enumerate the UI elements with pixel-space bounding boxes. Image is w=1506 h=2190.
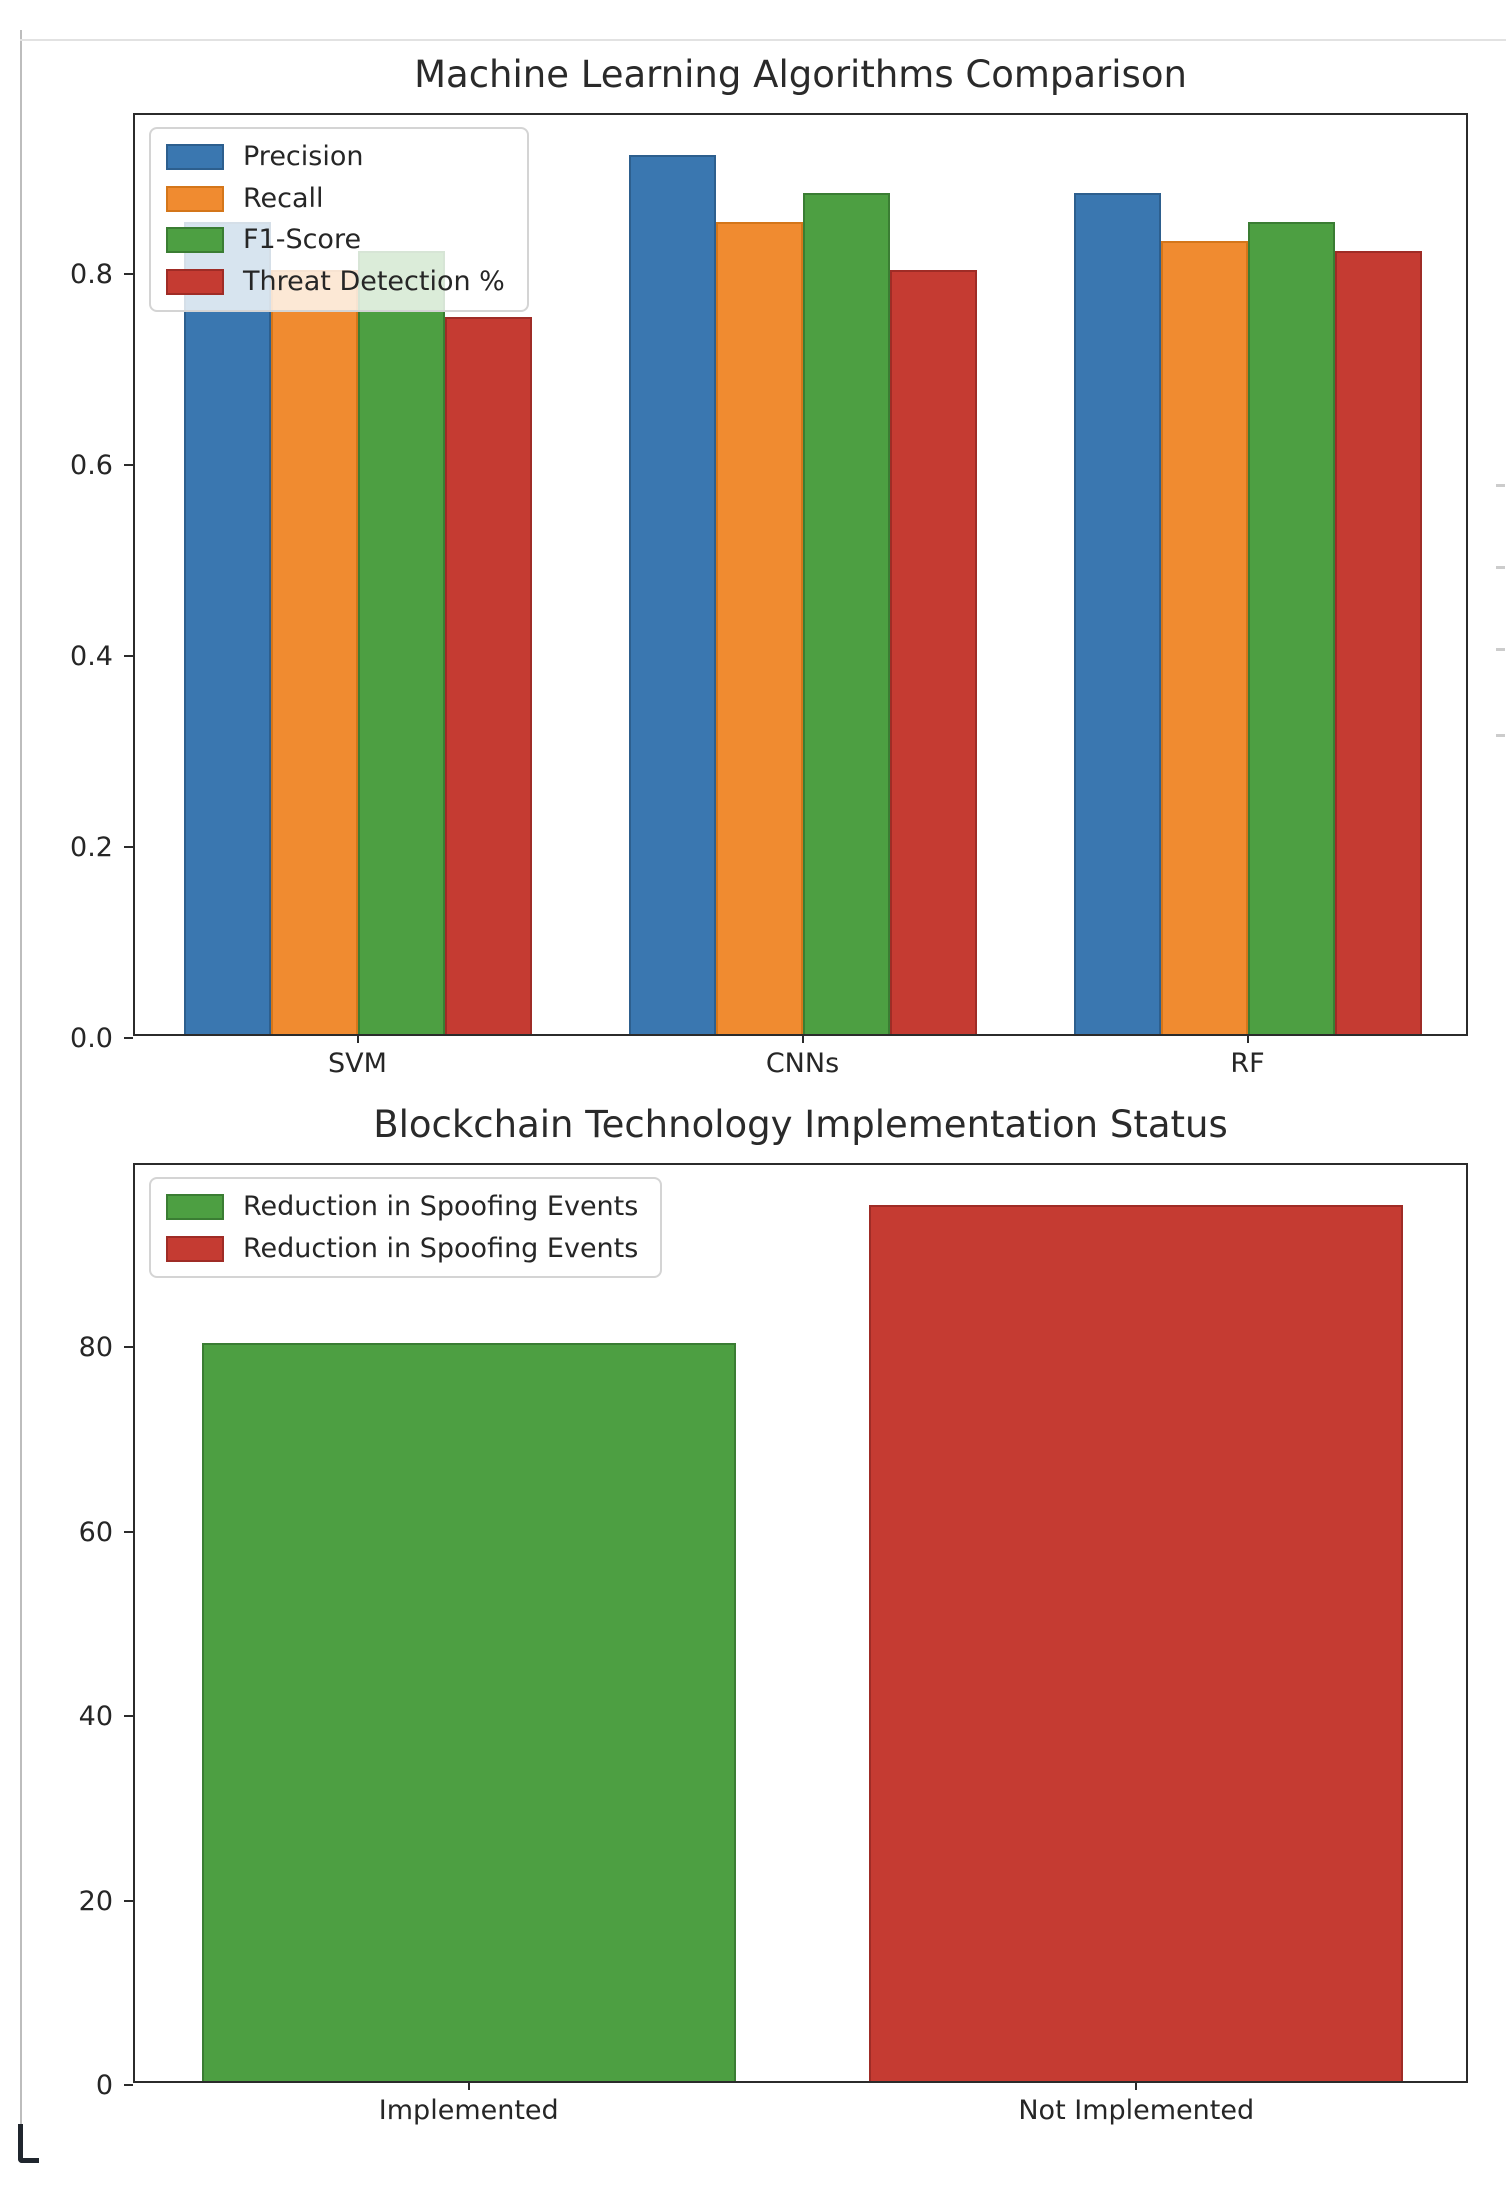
legend-item: Precision [166, 142, 505, 172]
bar-Not Implemented [869, 1204, 1404, 2081]
y-tick-label: 0.0 [70, 1023, 113, 1054]
bar-SVM-F1-Score [357, 250, 445, 1034]
x-tick-label: Not Implemented [1018, 2095, 1255, 2126]
legend-label: Recall [243, 182, 324, 214]
legend-label: Reduction in Spoofing Events [243, 1191, 639, 1222]
y-tick-mark [124, 2084, 133, 2086]
x-tick-mark [801, 1034, 804, 1043]
legend-swatch [166, 1235, 224, 1262]
y-tick-label: 80 [78, 1332, 113, 1364]
page-corner-mark [18, 2124, 39, 2163]
legend-swatch [166, 268, 224, 295]
plot-area: 0.0 0.2 0.4 0.6 0.8 SVM CNNs RF Precision Recall F… [70, 113, 1468, 1077]
y-tick-label: 0.8 [70, 258, 113, 290]
y-tick-label: 0.6 [70, 449, 113, 481]
legend: Precision Recall F1-Score Threat Detection … [149, 127, 529, 312]
x-tick-label: RF [1230, 1048, 1265, 1079]
cropped-tick-mark [1496, 734, 1505, 737]
legend-swatch [166, 185, 224, 212]
legend-label: F1-Score [243, 224, 362, 256]
legend-label: Precision [243, 141, 364, 172]
page-border-left [20, 30, 22, 2156]
y-tick-mark [124, 463, 133, 466]
bar-CNNs-Threat Detection % [889, 269, 977, 1034]
x-tick-mark [467, 2081, 470, 2090]
y-tick-label: 60 [78, 1516, 113, 1548]
legend-item: Recall [166, 182, 505, 214]
legend-swatch [166, 1193, 224, 1220]
bar-SVM-Threat Detection % [444, 317, 532, 1034]
bar-RF-Recall [1160, 240, 1248, 1034]
y-tick-label: 0 [95, 2070, 113, 2101]
legend-label: Reduction in Spoofing Events [243, 1232, 639, 1264]
y-tick-mark [124, 1899, 133, 1902]
x-tick-mark [1135, 2081, 1138, 2090]
legend-item: Reduction in Spoofing Events [166, 1192, 638, 1222]
bar-CNNs-F1-Score [802, 193, 890, 1034]
chart-title: Machine Learning Algorithms Comparison [414, 53, 1187, 96]
legend-item: Reduction in Spoofing Events [166, 1232, 639, 1264]
y-tick-mark [124, 654, 133, 657]
x-tick-label: CNNs [765, 1048, 840, 1079]
y-tick-mark [124, 1530, 133, 1533]
bar-RF-Threat Detection % [1334, 250, 1422, 1034]
legend-item: F1-Score [166, 225, 505, 255]
page-border-top [20, 39, 1506, 41]
y-tick-mark [124, 1346, 133, 1349]
legend-swatch [166, 143, 224, 170]
bar-RF-F1-Score [1247, 221, 1335, 1034]
y-tick-label: 0.2 [70, 831, 113, 863]
x-tick-label: Implemented [378, 2095, 559, 2126]
bar-CNNs-Precision [628, 154, 716, 1034]
legend: Reduction in Spoofing Events Reduction in… [149, 1177, 663, 1279]
legend-item: Threat Detection % [166, 267, 505, 297]
bar-CNNs-Recall [715, 221, 803, 1034]
y-tick-mark [124, 845, 133, 848]
legend-swatch [166, 227, 224, 254]
y-tick-mark [124, 1715, 133, 1718]
bar-SVM-Precision [183, 221, 271, 1034]
bar-Implemented [201, 1343, 736, 2081]
y-tick-label: 20 [78, 1885, 113, 1917]
bar-SVM-Recall [270, 269, 358, 1034]
y-tick-label: 0.4 [70, 640, 113, 672]
cropped-tick-mark [1496, 566, 1505, 569]
plot-area: 0 20 40 60 80 Implemented Not Implemented Reduc… [79, 1163, 1468, 2124]
x-tick-label: SVM [328, 1048, 387, 1079]
y-tick-label: 40 [78, 1701, 113, 1733]
x-tick-mark [1246, 1034, 1249, 1043]
cropped-tick-mark [1496, 648, 1505, 651]
bar-RF-Precision [1073, 193, 1161, 1034]
y-tick-mark [124, 272, 133, 275]
x-tick-mark [356, 1034, 359, 1043]
cropped-tick-mark [1496, 484, 1505, 487]
chart-title: Blockchain Technology Implementation Sta… [373, 1103, 1228, 1146]
legend-label: Threat Detection % [243, 266, 505, 298]
y-tick-mark [124, 1037, 133, 1039]
